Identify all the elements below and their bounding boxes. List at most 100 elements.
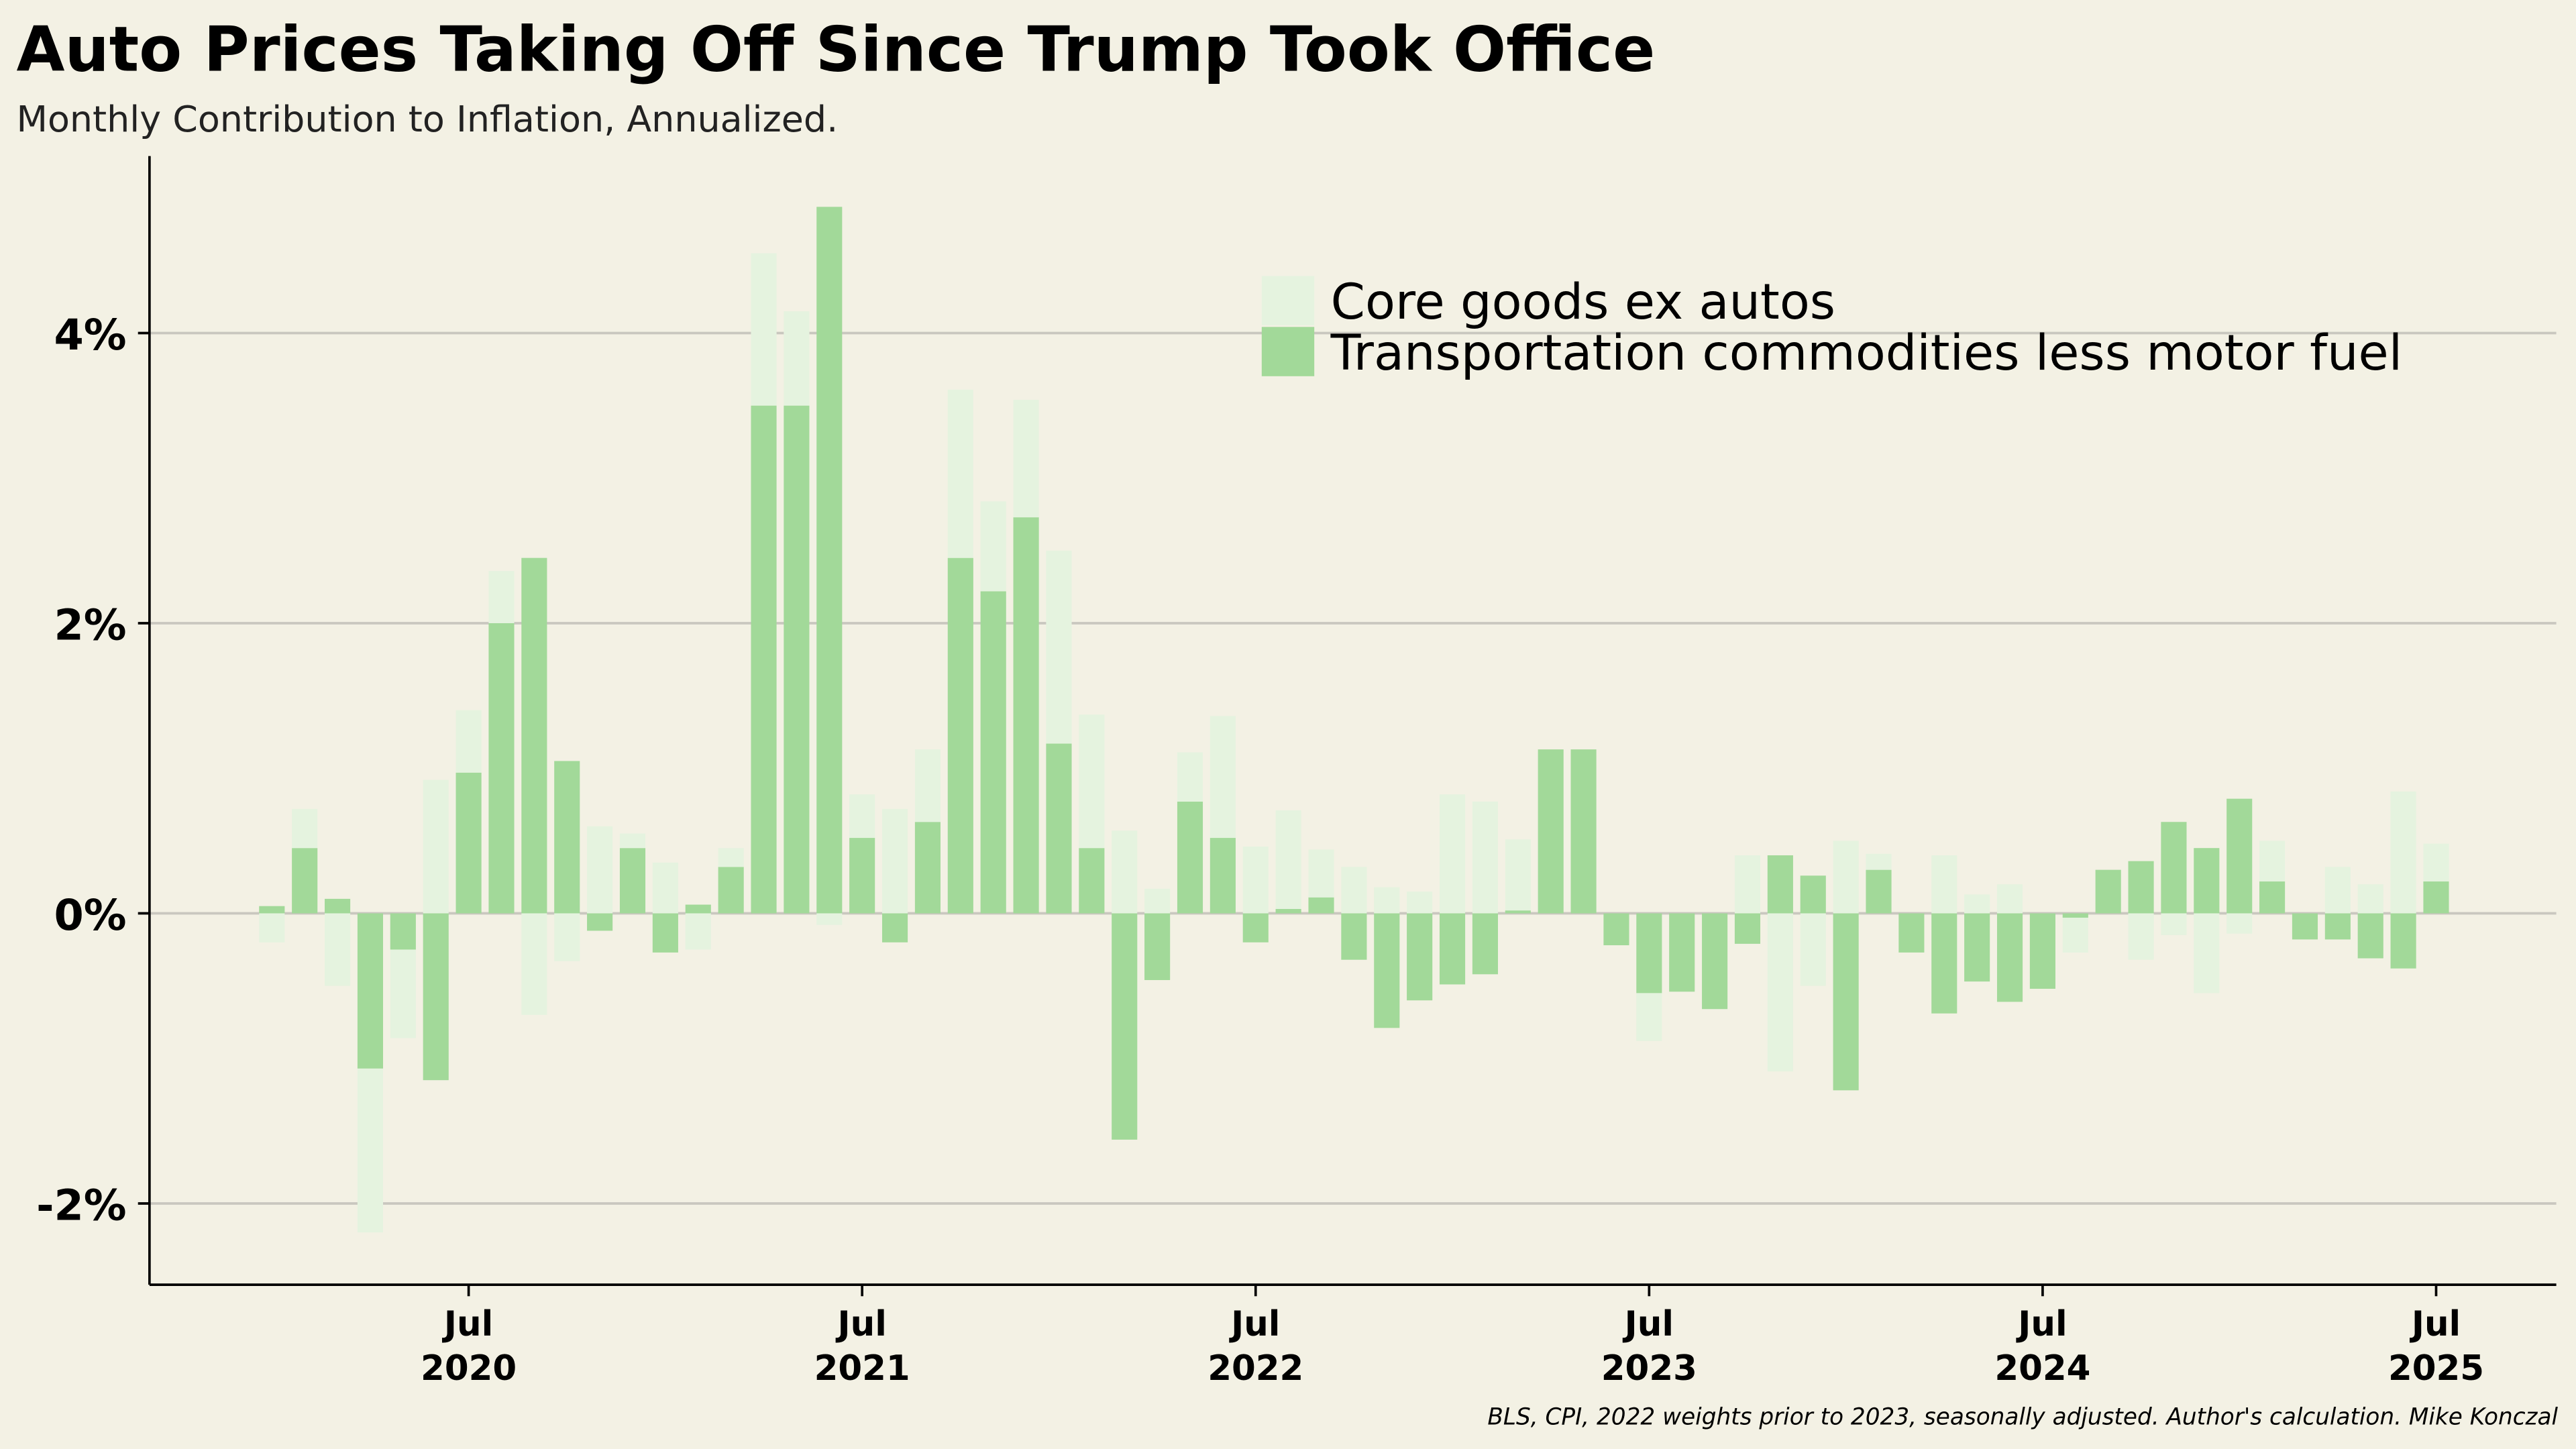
bar <box>1242 913 1269 943</box>
bar <box>1013 517 1039 914</box>
chart-subtitle: Monthly Contribution to Inflation, Annua… <box>16 98 838 140</box>
bar <box>1439 913 1466 985</box>
bar <box>652 913 678 953</box>
bar <box>1407 892 1433 914</box>
bar <box>1931 855 1957 914</box>
x-tick-label: Jul <box>2016 1304 2067 1344</box>
bar <box>423 780 449 914</box>
bar <box>1210 716 1236 839</box>
bar <box>1636 913 1662 994</box>
bar <box>1374 887 1400 914</box>
bar <box>2161 913 2187 935</box>
bar <box>1866 869 1892 914</box>
bar <box>2161 822 2187 914</box>
bar <box>1112 913 1138 1140</box>
bar <box>1767 855 1793 914</box>
x-tick-label: Jul <box>835 1304 886 1344</box>
bar <box>423 913 449 1081</box>
x-tick-year: 2023 <box>1601 1348 1697 1389</box>
bar <box>1341 913 1367 960</box>
bar <box>357 913 384 1069</box>
bar <box>652 862 678 914</box>
bar <box>881 808 908 914</box>
x-tick-year: 2025 <box>2388 1348 2484 1389</box>
axes: -2%0%2%4%Jul2020Jul2021Jul2022Jul2023Jul… <box>36 156 2557 1389</box>
bar <box>2423 843 2449 881</box>
bar <box>1242 847 1269 914</box>
y-tick-label: 0% <box>54 891 126 941</box>
bar <box>1046 743 1072 914</box>
bar <box>980 591 1006 914</box>
bar <box>390 913 416 950</box>
x-tick-year: 2020 <box>421 1348 517 1389</box>
bar <box>2324 913 2351 940</box>
bar <box>1439 794 1466 914</box>
bar <box>2357 884 2383 914</box>
bars <box>259 207 2449 1233</box>
bar <box>1996 913 2023 1002</box>
bar <box>1636 993 1662 1041</box>
bar <box>521 557 547 914</box>
bar <box>1505 839 1531 911</box>
y-tick-label: -2% <box>36 1181 127 1230</box>
bar <box>2324 867 2351 914</box>
bar <box>784 405 810 914</box>
bar <box>1603 913 1629 946</box>
bar <box>1374 913 1400 1028</box>
bar <box>2357 913 2383 959</box>
bar <box>1308 897 1334 914</box>
bar <box>1472 913 1498 975</box>
bar <box>718 848 744 867</box>
bar <box>947 557 973 914</box>
bar <box>718 867 744 914</box>
source-note: BLS, CPI, 2022 weights prior to 2023, se… <box>1487 1403 2558 1430</box>
bar <box>751 253 777 406</box>
bar <box>1472 801 1498 914</box>
x-tick-year: 2024 <box>1994 1348 2090 1389</box>
bar <box>292 808 318 849</box>
bar <box>2390 913 2416 969</box>
y-tick-label: 2% <box>54 600 126 650</box>
bar <box>2128 913 2154 960</box>
bar <box>325 898 351 914</box>
bar <box>259 913 285 943</box>
bar <box>1898 913 1925 953</box>
bar <box>1144 888 1171 914</box>
bar <box>1210 838 1236 914</box>
bar <box>2390 791 2416 914</box>
grid <box>149 331 2557 1205</box>
bar <box>1538 749 1564 914</box>
bar <box>1800 913 1826 986</box>
bar <box>881 913 908 943</box>
bar <box>521 913 547 1015</box>
legend-label: Core goods ex autos <box>1331 274 1835 331</box>
bar <box>455 772 482 914</box>
x-tick-year: 2022 <box>1208 1348 1303 1389</box>
bar <box>292 848 318 914</box>
bar <box>2095 869 2121 914</box>
bar <box>914 749 941 822</box>
x-tick-year: 2021 <box>814 1348 910 1389</box>
bar <box>685 904 711 914</box>
bar <box>1046 550 1072 744</box>
bar <box>259 906 285 914</box>
x-tick-label: Jul <box>442 1304 493 1344</box>
bar <box>2062 913 2088 918</box>
bar <box>1702 913 1728 1010</box>
bar <box>325 913 351 986</box>
bar <box>554 913 580 961</box>
bar <box>1079 848 1105 914</box>
bar <box>2226 798 2253 914</box>
bar <box>2259 841 2286 881</box>
bar <box>1833 841 1859 914</box>
bar <box>2226 913 2253 934</box>
bar <box>1767 913 1793 1072</box>
bar <box>849 794 875 839</box>
bar <box>816 207 843 914</box>
bar <box>1669 913 1695 992</box>
bar <box>488 623 515 914</box>
bar <box>1079 714 1105 849</box>
bar <box>1275 810 1301 910</box>
x-tick-label: Jul <box>1229 1304 1280 1344</box>
